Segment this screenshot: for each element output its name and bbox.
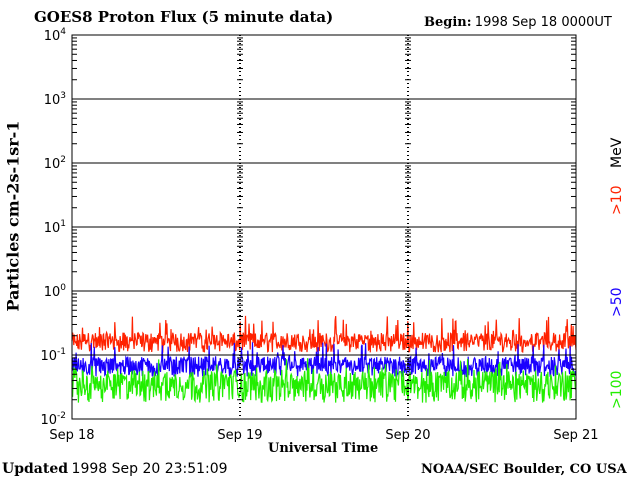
y-tick-label: 104 <box>44 27 67 44</box>
legend-label-3: >100 <box>609 371 625 409</box>
x-tick-label: Sep 20 <box>385 428 430 443</box>
credit-text: NOAA/SEC Boulder, CO USA <box>421 462 627 477</box>
legend-label-1: MeV <box>609 137 625 168</box>
begin-value: 1998 Sep 18 0000UT <box>474 15 612 30</box>
x-tick-label: Sep 19 <box>217 428 262 443</box>
updated-value: 1998 Sep 20 23:51:09 <box>71 461 228 477</box>
chart-title: GOES8 Proton Flux (5 minute data) <box>34 8 334 26</box>
y-tick-label: 102 <box>44 155 66 172</box>
y-tick-label: 100 <box>44 283 67 300</box>
begin-info: Begin: 1998 Sep 18 0000UT <box>424 14 612 30</box>
y-tick-label: 101 <box>44 219 66 236</box>
updated-label: Updated <box>2 461 69 477</box>
series-line-gt100 <box>71 358 577 404</box>
legend-label-0: >10 <box>609 185 625 215</box>
y-tick-label: 10-2 <box>40 411 66 428</box>
legend-label-2: >50 <box>609 287 625 317</box>
updated-info: Updated 1998 Sep 20 23:51:09 <box>2 461 228 478</box>
y-tick-label: 10-1 <box>40 347 66 364</box>
plot-frame <box>71 34 577 420</box>
series-line-gt10 <box>71 315 577 353</box>
x-tick-label: Sep 21 <box>553 428 598 443</box>
begin-label: Begin: <box>424 15 472 30</box>
series-line-gt50 <box>71 342 577 378</box>
x-tick-label: Sep 18 <box>49 428 94 443</box>
y-tick-label: 103 <box>44 91 66 108</box>
x-axis-label: Universal Time <box>268 441 379 456</box>
